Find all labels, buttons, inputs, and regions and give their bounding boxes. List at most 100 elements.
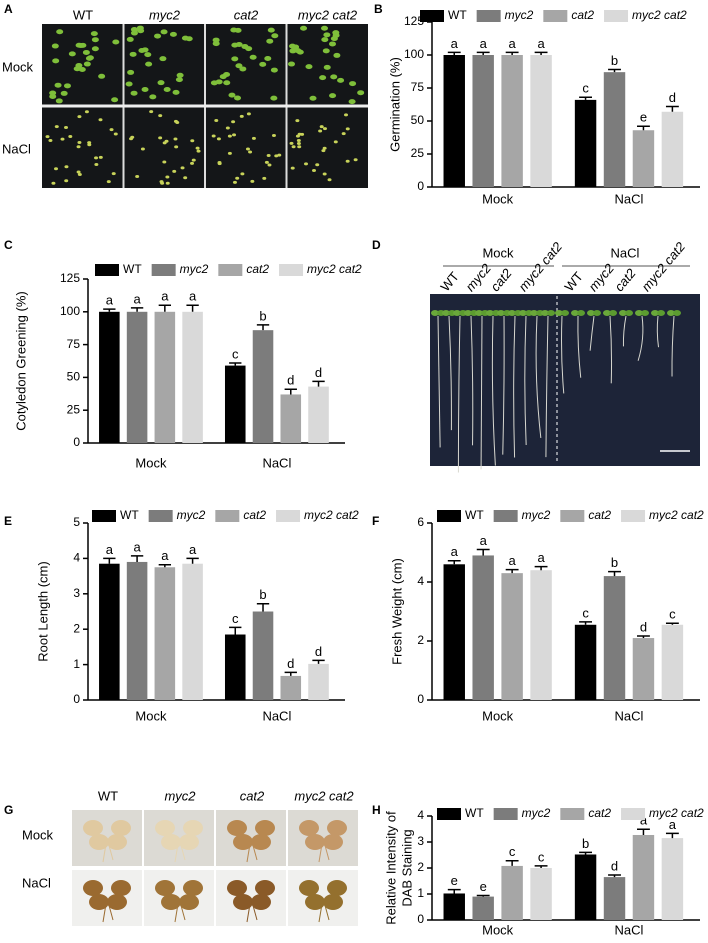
legend-label: WT bbox=[465, 508, 484, 522]
legend-label: myc2 bbox=[180, 262, 209, 276]
seedling bbox=[109, 128, 114, 132]
panel-letter: E bbox=[4, 514, 12, 528]
column-label: WT bbox=[98, 788, 118, 803]
seedling bbox=[77, 115, 82, 119]
significance-label: c bbox=[509, 844, 516, 859]
root bbox=[457, 315, 461, 473]
seedling bbox=[76, 170, 81, 174]
leaf bbox=[327, 880, 347, 896]
seedling bbox=[54, 167, 59, 171]
error-bar bbox=[665, 105, 679, 112]
legend-swatch bbox=[493, 510, 518, 522]
stem bbox=[102, 897, 114, 923]
bar bbox=[574, 99, 597, 187]
error-bar bbox=[447, 888, 461, 894]
lane-label: WT bbox=[437, 269, 462, 294]
seedling bbox=[98, 118, 103, 122]
leaf bbox=[111, 820, 131, 836]
error-bar bbox=[534, 51, 548, 55]
column-label: WT bbox=[73, 7, 93, 22]
legend-label: myc2 bbox=[522, 806, 551, 820]
error-bar bbox=[505, 859, 519, 866]
stem bbox=[246, 897, 258, 923]
seedling bbox=[246, 112, 251, 116]
significance-label: a bbox=[509, 36, 517, 51]
y-tick-label: 0 bbox=[417, 179, 424, 193]
seedling bbox=[160, 181, 165, 185]
column-label: myc2 cat2 bbox=[294, 788, 354, 803]
seedling bbox=[333, 140, 338, 144]
y-tick-label: 50 bbox=[411, 113, 425, 127]
bar bbox=[252, 330, 274, 443]
seedling bbox=[87, 143, 92, 147]
y-tick-label: 3 bbox=[73, 586, 80, 600]
bar bbox=[224, 365, 246, 443]
error-bar bbox=[505, 51, 519, 55]
seedling bbox=[357, 90, 365, 96]
leaf bbox=[227, 820, 247, 836]
significance-label: b bbox=[611, 555, 618, 570]
cotyledon bbox=[673, 310, 681, 316]
legend-label: cat2 bbox=[588, 508, 611, 522]
seedling bbox=[295, 119, 300, 123]
seedling bbox=[231, 120, 236, 124]
seedling bbox=[196, 149, 201, 153]
error-bar bbox=[186, 304, 199, 312]
x-tick-label: Mock bbox=[135, 708, 167, 723]
seedling bbox=[232, 180, 237, 184]
seedling bbox=[127, 69, 135, 75]
seedling bbox=[297, 145, 302, 149]
seedling bbox=[175, 120, 180, 124]
panel-letter: F bbox=[372, 514, 379, 528]
leaf bbox=[255, 820, 275, 836]
y-tick-label: 2 bbox=[73, 621, 80, 635]
cotyledon bbox=[603, 310, 611, 316]
seedling bbox=[49, 94, 57, 100]
leaf bbox=[111, 880, 131, 896]
root bbox=[637, 315, 644, 361]
significance-label: b bbox=[259, 587, 266, 602]
seedling bbox=[321, 25, 329, 31]
seedling bbox=[169, 31, 177, 37]
x-tick-label: Mock bbox=[482, 708, 514, 723]
y-tick-label: 4 bbox=[417, 808, 424, 822]
seedling bbox=[73, 66, 81, 72]
y-tick-label: 2 bbox=[417, 633, 424, 647]
legend-label: cat2 bbox=[243, 508, 266, 522]
seedling bbox=[54, 82, 62, 88]
seedling bbox=[353, 158, 358, 162]
seedling bbox=[191, 158, 196, 162]
seedling bbox=[348, 99, 356, 105]
seedling bbox=[77, 173, 82, 177]
seedling bbox=[163, 86, 171, 92]
seedling bbox=[83, 61, 91, 67]
y-tick-label: 25 bbox=[411, 146, 425, 160]
legend-label: WT bbox=[465, 806, 484, 820]
seedling bbox=[76, 145, 81, 149]
root bbox=[491, 315, 496, 466]
stem bbox=[318, 837, 330, 863]
bar bbox=[501, 573, 523, 700]
legend-swatch bbox=[543, 10, 568, 22]
seedling bbox=[149, 110, 154, 114]
cotyledon bbox=[547, 310, 555, 316]
seedling bbox=[345, 127, 350, 131]
bar bbox=[308, 663, 329, 700]
bar bbox=[603, 877, 626, 920]
cotyledon bbox=[651, 310, 659, 316]
seedling bbox=[321, 37, 329, 43]
panel-letter: C bbox=[4, 238, 13, 252]
significance-label: a bbox=[640, 813, 648, 828]
x-tick-label: NaCl bbox=[615, 708, 644, 723]
bar bbox=[574, 624, 597, 700]
y-axis-label: Fresh Weight (cm) bbox=[389, 558, 404, 665]
legend-swatch bbox=[92, 510, 116, 522]
seedling bbox=[270, 95, 278, 101]
seedling bbox=[234, 27, 242, 33]
significance-label: a bbox=[451, 544, 459, 559]
significance-label: c bbox=[538, 849, 545, 864]
cotyledon bbox=[667, 310, 675, 316]
seedling bbox=[175, 77, 183, 83]
seedling bbox=[111, 97, 119, 103]
significance-label: c bbox=[232, 611, 239, 626]
